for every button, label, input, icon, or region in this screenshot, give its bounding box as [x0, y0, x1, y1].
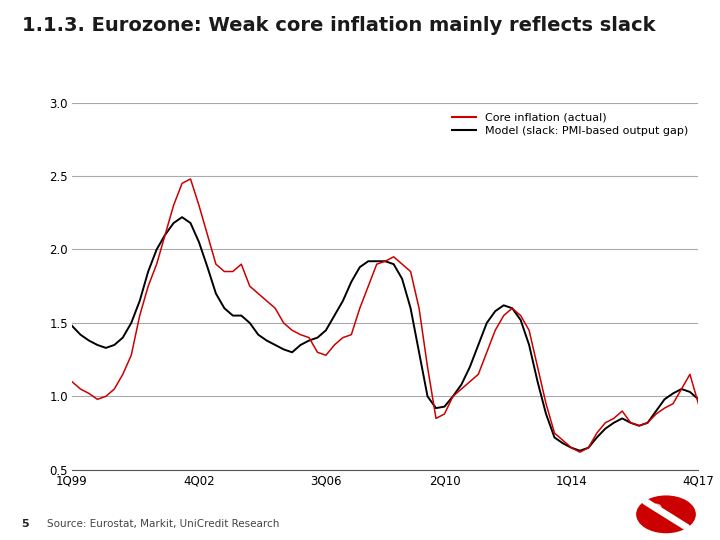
Text: Source: Eurostat, Markit, UniCredit Research: Source: Eurostat, Markit, UniCredit Rese…: [47, 519, 279, 529]
Text: 5: 5: [22, 519, 30, 529]
Circle shape: [652, 504, 661, 510]
Legend: Core inflation (actual), Model (slack: PMI-based output gap): Core inflation (actual), Model (slack: P…: [447, 108, 693, 140]
Text: 1.1.3. Eurozone: Weak core inflation mainly reflects slack: 1.1.3. Eurozone: Weak core inflation mai…: [22, 16, 655, 35]
Circle shape: [637, 496, 696, 532]
